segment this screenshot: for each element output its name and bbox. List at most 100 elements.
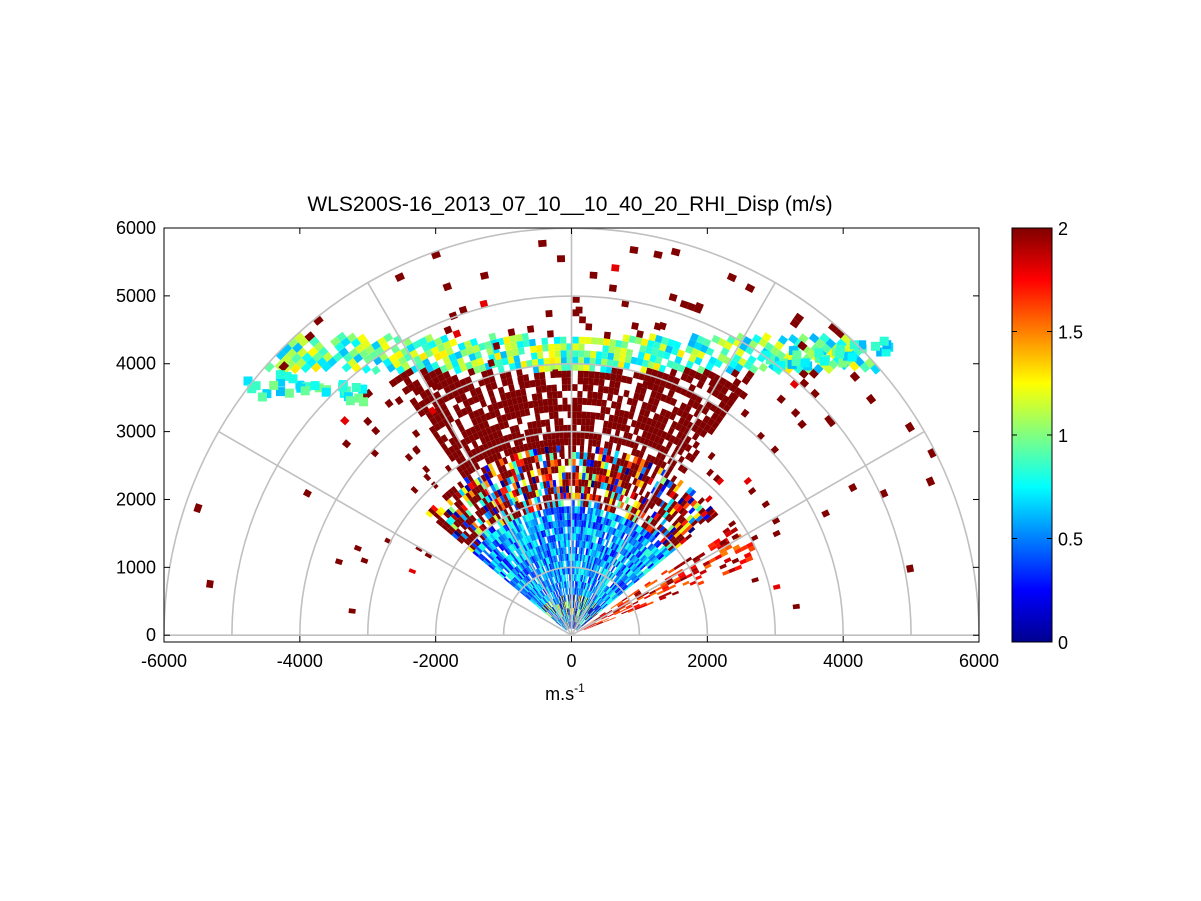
data-cell (584, 590, 588, 597)
data-cell (475, 493, 482, 502)
data-cell (597, 559, 602, 566)
data-cell (646, 561, 653, 568)
data-cell (561, 625, 567, 631)
data-cell (540, 378, 547, 386)
data-cell (553, 615, 558, 621)
data-cell (509, 454, 516, 462)
data-cell (477, 452, 485, 461)
data-cell (652, 548, 660, 555)
data-cell (728, 383, 738, 393)
data-cell (596, 399, 603, 407)
data-cell (552, 369, 559, 377)
data-cell (428, 370, 438, 379)
data-cell (566, 506, 570, 514)
x-tick-label: 0 (566, 651, 576, 671)
data-cell (592, 439, 597, 447)
data-cell (576, 411, 582, 419)
data-cell (494, 459, 501, 468)
data-cell (359, 397, 368, 407)
data-cell (578, 609, 582, 617)
data-cell (486, 441, 494, 449)
data-cell (621, 574, 628, 581)
data-cell (596, 608, 603, 614)
data-cell (616, 600, 623, 606)
data-cell (685, 486, 694, 495)
data-cell (572, 499, 575, 507)
data-cell (594, 564, 598, 572)
data-cell (601, 475, 606, 483)
data-cell (360, 557, 369, 564)
data-cell (593, 579, 598, 587)
data-cell (474, 386, 483, 396)
data-cell (627, 553, 634, 560)
data-cell (599, 413, 605, 421)
data-cell (584, 575, 587, 583)
data-cell (579, 588, 582, 596)
data-cell (548, 343, 555, 352)
data-cell (594, 494, 599, 502)
data-cell (535, 503, 540, 511)
data-cell (658, 343, 667, 352)
data-cell (691, 424, 699, 433)
data-cell (559, 618, 564, 624)
data-cell (483, 434, 491, 443)
data-cell (628, 572, 635, 579)
data-cell (657, 467, 664, 475)
data-cell (510, 341, 518, 350)
data-cell (651, 441, 658, 450)
data-cell (580, 547, 583, 555)
data-cell (659, 393, 668, 403)
data-cell (511, 579, 518, 586)
data-cell (568, 587, 570, 595)
data-cell (608, 590, 614, 596)
data-cell (688, 516, 696, 525)
data-cell (474, 529, 481, 536)
data-cell (633, 577, 640, 584)
data-cell (494, 437, 502, 446)
data-cell (540, 607, 547, 613)
data-cell (611, 593, 618, 599)
data-cell (572, 621, 575, 629)
data-cell (455, 491, 463, 499)
data-cell (511, 551, 518, 559)
data-cell (553, 459, 558, 467)
data-cell (514, 496, 520, 504)
data-cell (497, 563, 504, 570)
data-cell (626, 535, 632, 543)
data-cell (552, 615, 558, 621)
data-cell (618, 354, 626, 363)
data-cell (541, 566, 546, 574)
data-cell (664, 540, 671, 548)
data-cell (496, 496, 503, 505)
data-cell (672, 576, 680, 583)
data-cell (425, 364, 434, 373)
data-cell (665, 577, 673, 584)
data-cell (660, 484, 667, 493)
data-cell (589, 610, 595, 616)
data-cell (531, 533, 537, 541)
x-axis-label-superscript: -1 (574, 681, 585, 695)
data-cell (497, 554, 504, 561)
data-cell (606, 359, 614, 367)
data-cell (596, 607, 602, 613)
data-cell (718, 377, 728, 387)
data-cell (561, 377, 568, 385)
data-cell (550, 459, 555, 467)
data-cell (526, 574, 532, 581)
data-cell (453, 511, 461, 519)
data-cell (608, 284, 617, 292)
data-cell (512, 474, 519, 483)
data-cell (602, 517, 608, 525)
data-cell (541, 606, 548, 612)
data-cell (516, 340, 524, 349)
data-cell (588, 439, 593, 447)
data-cell (758, 362, 768, 373)
data-cell (545, 603, 551, 609)
data-cell (580, 588, 583, 596)
data-cell (639, 536, 646, 544)
data-cell (491, 540, 499, 548)
data-cell (590, 542, 594, 550)
data-cell (614, 568, 620, 575)
data-cell (671, 492, 679, 501)
data-cell (630, 462, 636, 470)
